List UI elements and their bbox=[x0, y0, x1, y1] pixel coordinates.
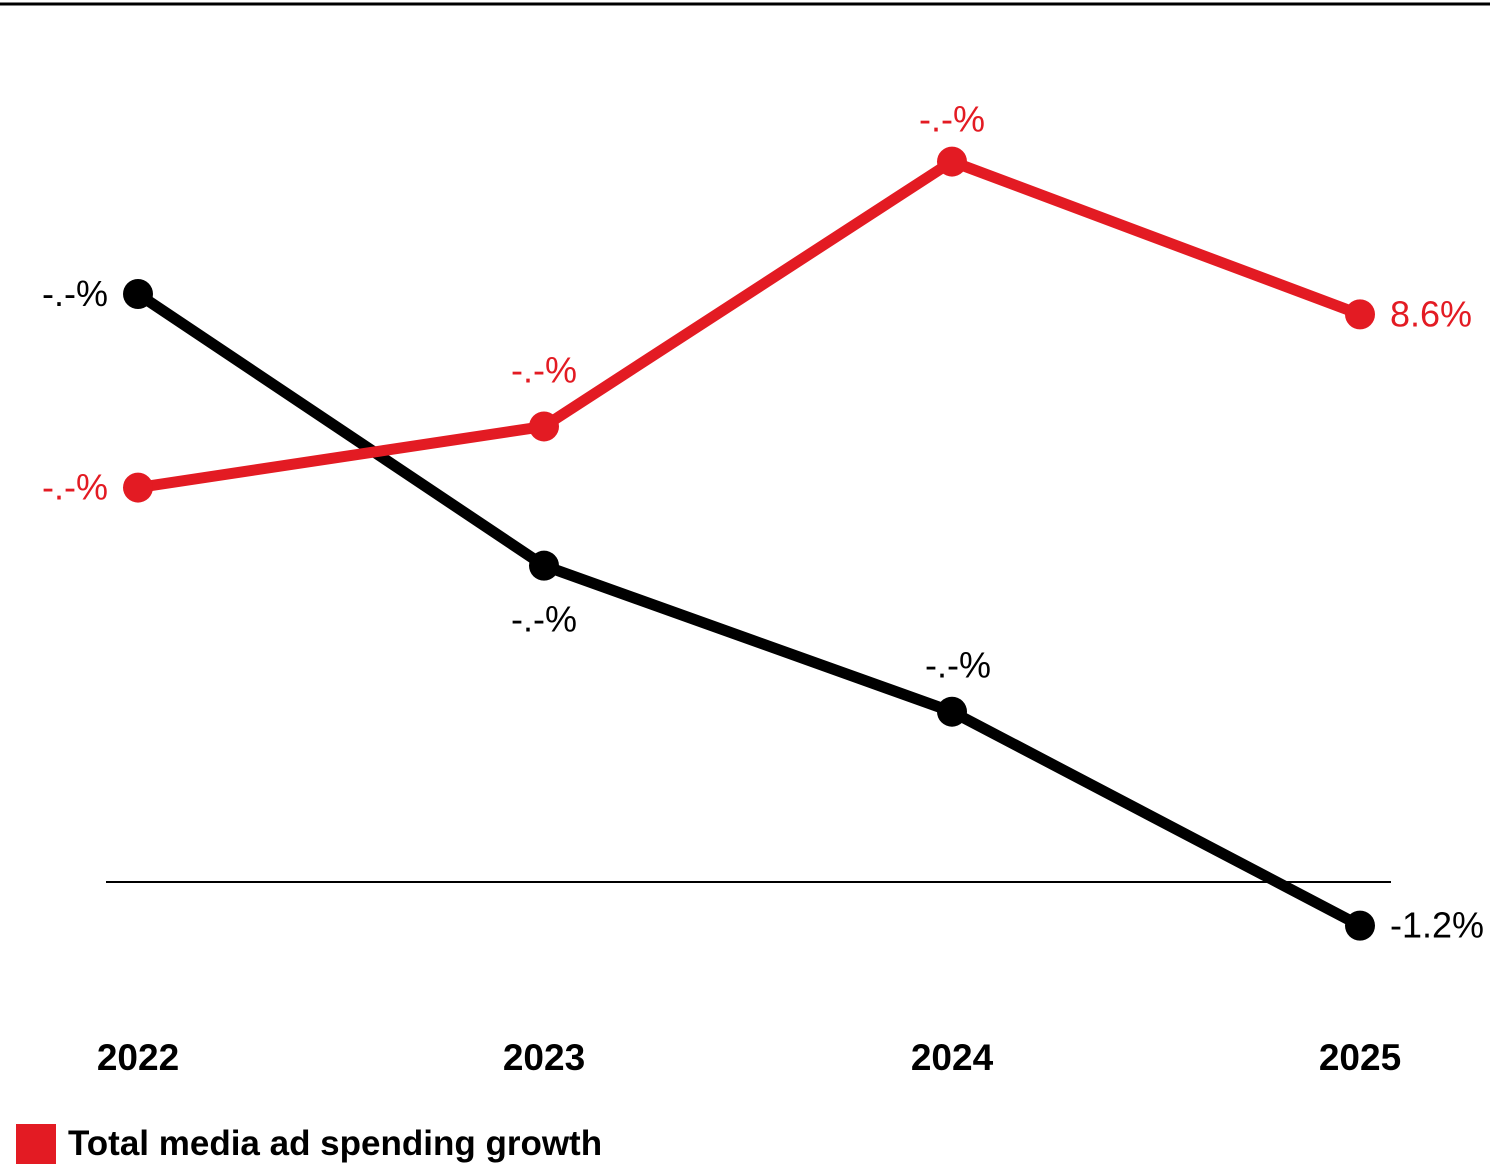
legend-swatch-total-media bbox=[16, 1124, 56, 1164]
data-label-red-2022: -.-% bbox=[42, 467, 108, 508]
data-label-red-2025: 8.6% bbox=[1390, 293, 1472, 334]
point-black-2023 bbox=[529, 550, 559, 581]
legend-label-total-media: Total media ad spending growth bbox=[68, 1124, 603, 1163]
point-red-2022 bbox=[123, 472, 153, 503]
series-line-red bbox=[132, 156, 1366, 494]
point-red-2025 bbox=[1345, 299, 1375, 330]
x-axis-ticks: 2022 2023 2024 2025 bbox=[97, 1037, 1401, 1078]
point-red-2024 bbox=[937, 146, 967, 177]
data-label-red-2023: -.-% bbox=[511, 349, 577, 390]
data-label-red-2024: -.-% bbox=[919, 99, 985, 140]
series-line-black bbox=[132, 288, 1366, 932]
point-red-2023 bbox=[529, 411, 559, 442]
x-tick-2025: 2025 bbox=[1319, 1037, 1401, 1078]
data-label-layer: -.-% -.-% -.-% -1.2% -.-% -.-% -.-% 8.6% bbox=[42, 99, 1484, 946]
data-label-black-2023: -.-% bbox=[511, 599, 577, 640]
data-label-black-2025: -1.2% bbox=[1390, 905, 1484, 946]
x-tick-2022: 2022 bbox=[97, 1037, 179, 1078]
point-black-2022 bbox=[123, 279, 153, 310]
x-tick-2023: 2023 bbox=[503, 1037, 585, 1078]
data-label-black-2022: -.-% bbox=[42, 273, 108, 314]
point-black-2024 bbox=[937, 696, 967, 727]
x-tick-2024: 2024 bbox=[911, 1037, 994, 1078]
point-black-2025 bbox=[1345, 910, 1375, 941]
data-label-black-2024: -.-% bbox=[925, 645, 991, 686]
series-layer bbox=[123, 146, 1375, 941]
legend: Total media ad spending growth bbox=[16, 1124, 602, 1164]
